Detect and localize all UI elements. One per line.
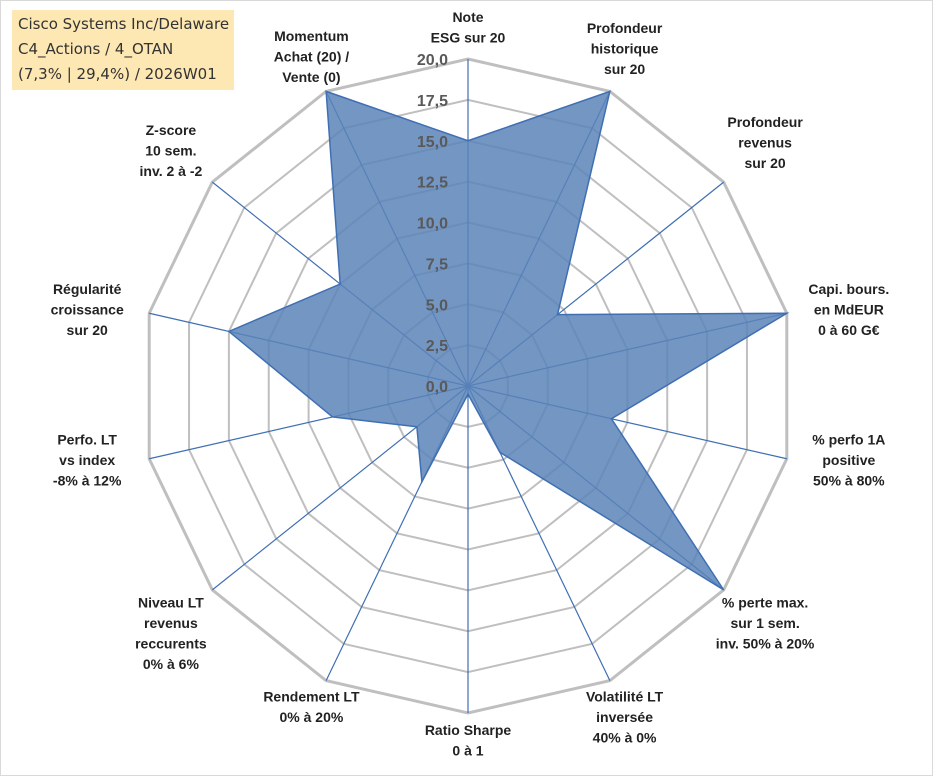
axis-label: Profondeur revenus sur 20 — [727, 114, 803, 171]
title-category: C4_Actions / 4_OTAN — [18, 40, 174, 58]
tick-label: 5,0 — [426, 297, 448, 314]
data-point — [420, 480, 423, 483]
data-point — [325, 90, 328, 93]
tick-label: 12,5 — [417, 175, 448, 192]
axis-label: Régularité croissance sur 20 — [51, 281, 124, 338]
title-stats: (7,3% | 29,4%) / 2026W01 — [18, 65, 217, 83]
tick-label: 0,0 — [426, 379, 448, 396]
axis-label: Note ESG sur 20 — [431, 9, 506, 46]
data-point — [467, 139, 470, 142]
axis-label: Perfo. LT vs index -8% à 12% — [53, 432, 122, 489]
axis-label: Z-score 10 sem. inv. 2 à -2 — [140, 122, 203, 179]
data-point — [608, 90, 611, 93]
data-point — [415, 425, 418, 428]
axis-label: Rendement LT 0% à 20% — [263, 688, 360, 725]
title-company: Cisco Systems Inc/Delaware — [18, 15, 230, 33]
tick-label: 17,5 — [417, 93, 448, 110]
data-point — [498, 451, 501, 454]
axis-label: Profondeur historique sur 20 — [587, 20, 663, 77]
axis-label: % perfo 1A positive 50% à 80% — [812, 432, 885, 489]
data-point — [331, 415, 334, 418]
data-point — [556, 313, 559, 316]
data-point — [339, 283, 342, 286]
axis-label: Momentum Achat (20) / Vente (0) — [274, 28, 350, 85]
tick-label: 7,5 — [426, 256, 448, 273]
tick-label: 20,0 — [417, 52, 448, 69]
series-area — [227, 90, 790, 591]
axis-label: Niveau LT revenus reccurents 0% à 6% — [135, 594, 207, 672]
tick-labels: 0,0 2,5 5,0 7,5 10,0 12,5 15,0 17,5 20,0 — [417, 52, 448, 396]
data-point — [227, 330, 230, 333]
data-point — [467, 393, 470, 396]
tick-label: 10,0 — [417, 216, 448, 233]
data-point — [610, 417, 613, 420]
tick-label: 15,0 — [417, 134, 448, 151]
axis-label: Volatilité LT inversée 40% à 0% — [586, 688, 664, 745]
chart-title-box: Cisco Systems Inc/Delaware C4_Actions / … — [12, 10, 234, 90]
data-point — [722, 588, 725, 591]
axis-label: Ratio Sharpe 0 à 1 — [425, 722, 512, 759]
data-point — [785, 312, 788, 315]
tick-label: 2,5 — [426, 338, 448, 355]
axis-label: Capi. bours. en MdEUR 0 à 60 G€ — [808, 281, 889, 338]
axis-labels: Note ESG sur 20 Profondeur historique sur 20… — [51, 9, 890, 759]
series — [227, 90, 790, 591]
axis-label: % perte max. sur 1 sem. inv. 50% à 20% — [716, 594, 815, 651]
